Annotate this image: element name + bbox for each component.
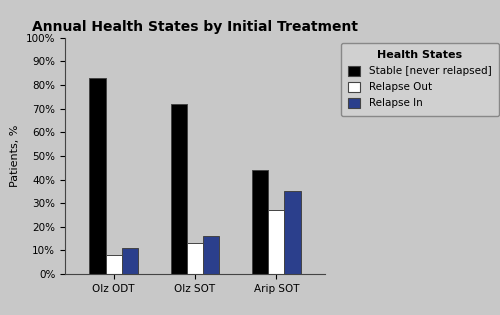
Bar <box>284 191 300 274</box>
Bar <box>106 255 122 274</box>
Bar <box>122 248 138 274</box>
Bar <box>170 104 187 274</box>
Bar <box>268 210 284 274</box>
Y-axis label: Patients, %: Patients, % <box>10 125 20 187</box>
Bar <box>203 236 220 274</box>
Bar <box>90 78 106 274</box>
Title: Annual Health States by Initial Treatment: Annual Health States by Initial Treatmen… <box>32 20 358 34</box>
Bar <box>187 243 203 274</box>
Legend: Stable [never relapsed], Relapse Out, Relapse In: Stable [never relapsed], Relapse Out, Re… <box>340 43 499 116</box>
Bar <box>252 170 268 274</box>
